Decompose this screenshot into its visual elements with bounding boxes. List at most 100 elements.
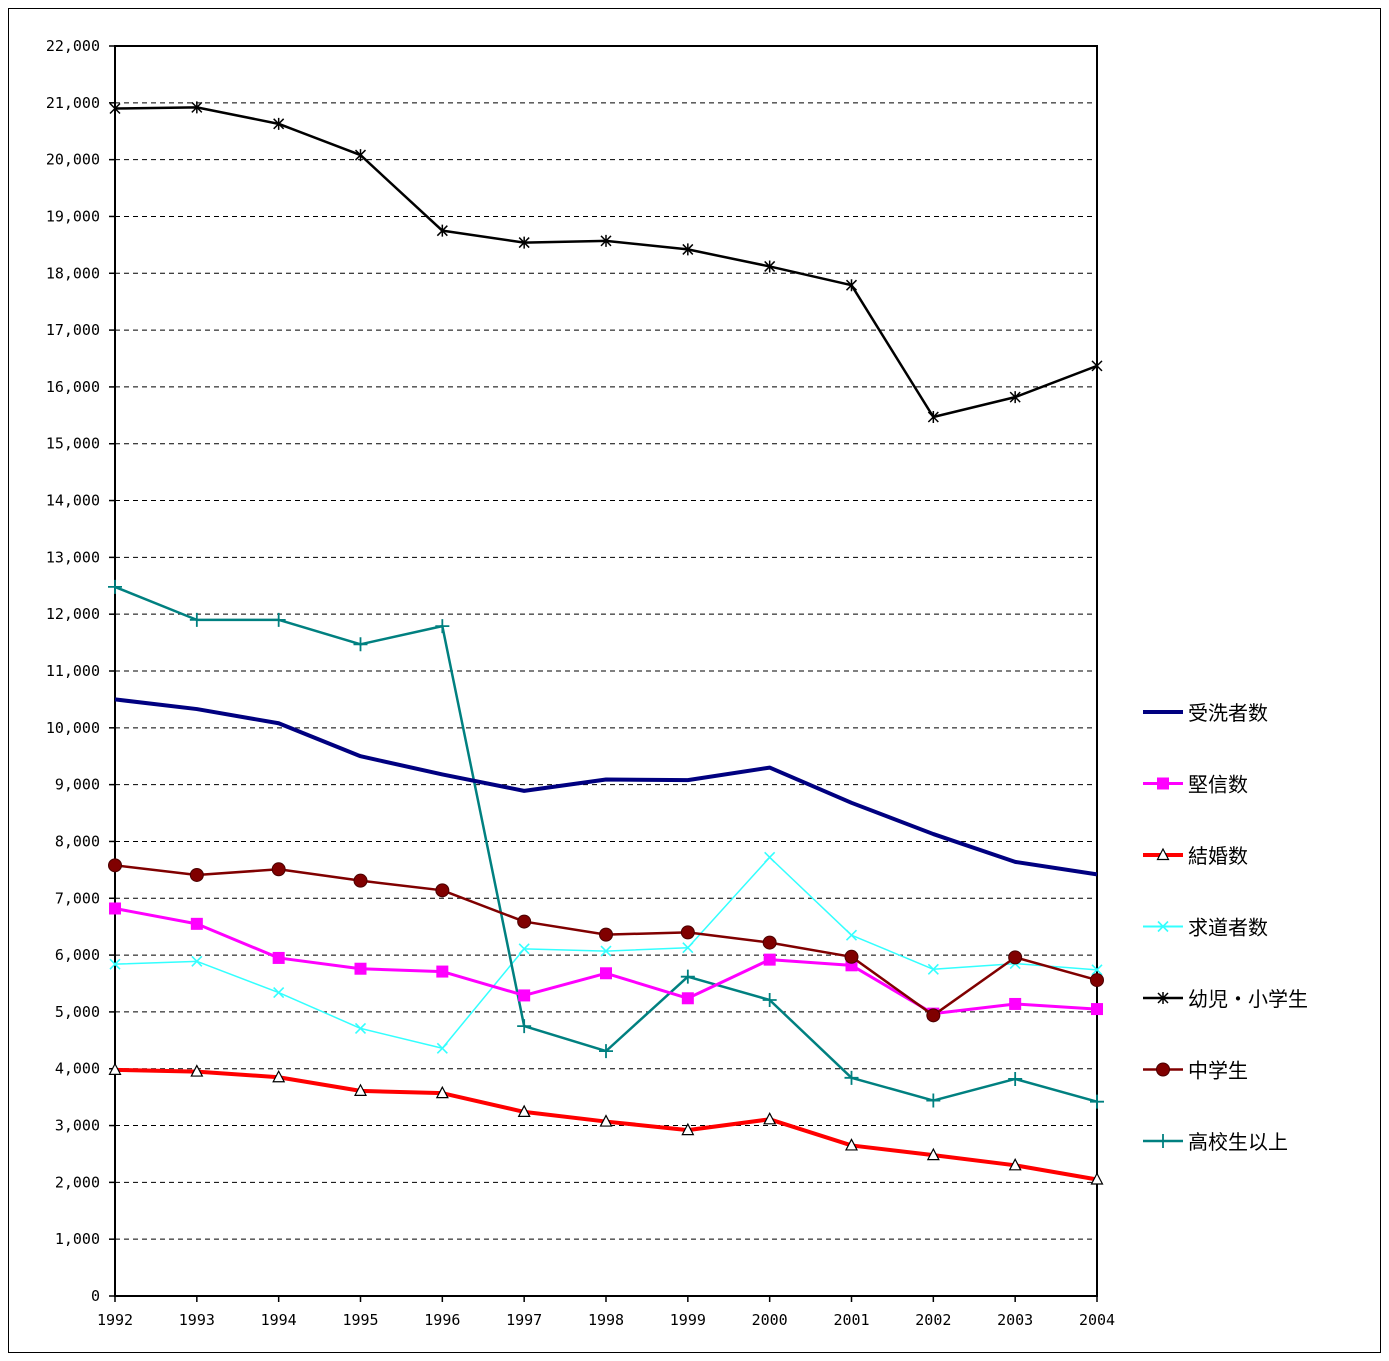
y-tick-label: 12,000 [46, 605, 100, 623]
data-point [1157, 920, 1169, 933]
data-point [353, 637, 368, 652]
data-point [271, 612, 286, 627]
y-tick-label: 17,000 [46, 321, 100, 339]
series-line [114, 585, 1098, 1103]
y-tick-label: 4,000 [55, 1060, 100, 1078]
x-tick-label: 1999 [670, 1311, 706, 1329]
data-point [1156, 1134, 1170, 1148]
y-tick-label: 1,000 [55, 1230, 100, 1248]
data-point [435, 619, 450, 634]
data-point [845, 929, 858, 941]
legend-label: 堅信数 [1188, 773, 1248, 797]
y-tick-label: 19,000 [46, 207, 100, 225]
data-point [1008, 1071, 1023, 1086]
data-point [109, 902, 121, 915]
legend-item: 受洗者数 [1143, 701, 1268, 725]
data-point [353, 873, 368, 888]
data-point [354, 149, 367, 162]
data-point [436, 1042, 448, 1054]
data-point [763, 953, 776, 966]
x-tick-label: 2002 [915, 1311, 951, 1329]
legend-item: 堅信数 [1143, 773, 1248, 797]
data-point [844, 1070, 859, 1085]
data-point [681, 1122, 695, 1136]
x-tick-label: 2003 [997, 1311, 1033, 1329]
data-point [682, 942, 694, 954]
data-point [518, 943, 530, 955]
data-point [682, 243, 694, 256]
data-point [189, 612, 204, 627]
data-point [1091, 1003, 1103, 1016]
data-point [436, 965, 449, 978]
y-tick-label: 20,000 [46, 151, 100, 169]
x-axis: 1992 1993 1994 1995 1996 1997 1998 1999 2000 2001… [97, 1296, 1115, 1329]
legend-item: 求道者数 [1143, 916, 1268, 940]
data-point [680, 969, 695, 984]
y-tick-label: 14,000 [46, 492, 100, 510]
data-point [108, 579, 122, 594]
data-point [191, 955, 203, 967]
data-point [763, 1112, 777, 1125]
data-point [1090, 1172, 1104, 1185]
y-tick-label: 8,000 [55, 832, 100, 850]
data-point [517, 914, 532, 929]
data-point [1009, 391, 1021, 404]
y-tick-label: 2,000 [55, 1173, 100, 1191]
data-point [1157, 992, 1169, 1004]
data-point [845, 1138, 858, 1151]
legend-item: 中学生 [1143, 1059, 1248, 1083]
y-tick-label: 3,000 [55, 1117, 100, 1135]
data-point [680, 925, 695, 940]
y-tick-label: 13,000 [46, 548, 100, 566]
data-point [599, 927, 613, 942]
data-point [273, 987, 285, 999]
data-point [436, 224, 448, 237]
data-point [517, 1104, 531, 1118]
data-point [762, 935, 777, 950]
data-point [1090, 973, 1104, 988]
x-tick-label: 2000 [752, 1311, 788, 1329]
x-tick-label: 2001 [833, 1311, 869, 1329]
data-point [599, 1044, 613, 1059]
y-tick-label: 10,000 [46, 719, 100, 737]
data-point [271, 862, 286, 877]
data-point [845, 279, 858, 292]
data-point [109, 958, 121, 970]
data-point [1090, 1094, 1104, 1109]
series-7 [108, 579, 1104, 1109]
data-point [272, 1069, 286, 1083]
series-6 [108, 858, 1104, 1023]
data-point [764, 851, 776, 863]
data-point [926, 1147, 940, 1161]
data-point [1008, 950, 1023, 965]
series-layer [108, 101, 1104, 1185]
legend-item: 高校生以上 [1143, 1130, 1288, 1154]
x-tick-label: 1993 [179, 1311, 215, 1329]
series-line [114, 106, 1098, 419]
x-tick-label: 1998 [588, 1311, 624, 1329]
legend-label: 幼児・小学生 [1188, 987, 1308, 1011]
data-point [600, 967, 612, 980]
data-point [272, 951, 285, 964]
data-point [354, 962, 367, 975]
data-point [354, 1083, 367, 1096]
y-tick-label: 0 [91, 1287, 100, 1305]
data-point [1157, 777, 1169, 790]
data-point [762, 992, 777, 1007]
y-tick-label: 6,000 [55, 946, 100, 964]
x-tick-label: 1995 [342, 1311, 378, 1329]
data-point [927, 411, 939, 424]
data-point [926, 1008, 941, 1023]
data-point [518, 236, 530, 249]
data-point [1009, 997, 1022, 1010]
series-4 [109, 851, 1103, 1054]
legend-label: 高校生以上 [1188, 1130, 1288, 1154]
data-point [191, 101, 203, 114]
y-tick-label: 7,000 [55, 889, 100, 907]
y-tick-label: 15,000 [46, 435, 100, 453]
data-point [681, 992, 694, 1005]
legend-label: 結婚数 [1188, 844, 1248, 868]
x-tick-label: 1997 [506, 1311, 542, 1329]
data-point [1008, 1158, 1022, 1171]
y-tick-label: 16,000 [46, 378, 100, 396]
